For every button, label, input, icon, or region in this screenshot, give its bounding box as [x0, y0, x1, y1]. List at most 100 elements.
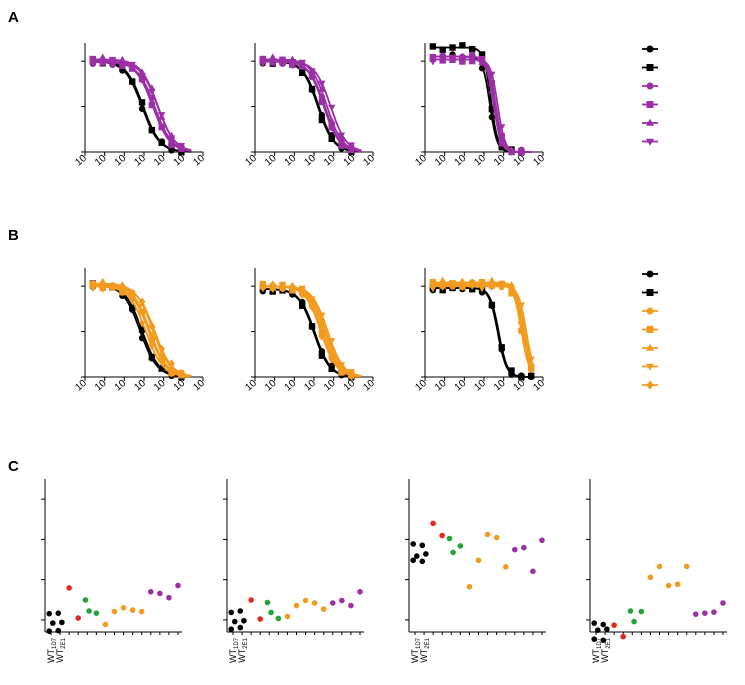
data-point-V455G2E1	[118, 290, 126, 297]
data-point-V455G2E1	[478, 285, 486, 293]
data-point-V445E1D7	[99, 277, 107, 285]
dot-N148S	[147, 588, 154, 595]
data-point-K150R	[328, 123, 335, 130]
x-tick-label: WT2E1	[55, 637, 67, 662]
panel-label-a: A	[8, 9, 19, 26]
dot-K150E	[348, 602, 354, 609]
dot-N440K	[275, 615, 282, 622]
data-point-V455G2E1	[328, 338, 336, 345]
data-point-V445L2E1	[348, 372, 355, 381]
data-point-2E1	[158, 139, 165, 146]
x-tick-base: 10	[73, 153, 89, 169]
x-tick-label: 10	[93, 378, 109, 394]
x-tick-base: 10	[433, 378, 449, 394]
data-point-V445L2E1	[429, 279, 437, 288]
x-tick-label: 10	[283, 378, 299, 394]
dot-WT_2E1	[419, 542, 426, 549]
x-tick-name: WT	[410, 649, 420, 663]
fit-curve-S151P	[90, 60, 192, 152]
dot-K150R	[521, 544, 527, 551]
x-tick-base: 10	[413, 153, 429, 169]
dot-K150E	[711, 609, 717, 615]
dot-R346S	[631, 618, 637, 625]
data-point-S151P	[259, 60, 267, 68]
dot-WT_1D7	[228, 626, 234, 632]
x-tick-name: WT	[600, 648, 610, 662]
x-tick-name: WT	[46, 649, 56, 663]
x-tick-subscript: 2E1	[425, 637, 431, 648]
dot-E484K	[248, 597, 254, 603]
data-point-S151P	[439, 56, 447, 64]
data-point-K150E	[118, 55, 126, 63]
data-point-K150R	[488, 80, 496, 87]
x-tick-label: 10	[263, 153, 279, 169]
data-point-2E1	[148, 126, 156, 134]
dot-WT_2E1	[55, 610, 62, 616]
data-point-V455G2E1	[128, 297, 136, 304]
x-tick-label: 10	[531, 378, 547, 394]
dot-V445E	[484, 531, 491, 538]
data-point-K150E	[328, 117, 336, 124]
data-point-V445L2E1	[158, 344, 166, 354]
x-tick-label: 10	[361, 153, 377, 169]
data-point-WT2E1	[129, 304, 136, 311]
data-point-V455G2E1	[167, 371, 176, 378]
data-point-V445L2E1	[289, 282, 296, 291]
data-point-V455G2E1	[458, 284, 466, 292]
data-point-S151P	[158, 112, 166, 119]
fit-curve-K150E	[430, 58, 532, 153]
x-tick-label: 10	[302, 378, 318, 394]
dot-V445L	[493, 534, 500, 541]
data-point-S151P	[128, 61, 136, 69]
data-point-V445L2E1	[328, 354, 336, 364]
data-point-S151P	[298, 59, 306, 67]
data-point-V445L2E1	[318, 332, 326, 341]
legend-marker-V445L	[646, 380, 654, 390]
x-tick-base: 10	[152, 153, 168, 169]
x-tick-label: 10	[453, 378, 469, 394]
data-point-2E1	[459, 42, 466, 49]
legend-marker-N148S	[646, 82, 654, 90]
legend-a	[642, 45, 658, 146]
data-point-K150E	[488, 87, 496, 94]
x-tick-text: WT2E1	[55, 637, 67, 662]
dot-E484K	[430, 520, 436, 527]
panel-b-subplot-0: 10 10 10 10 10 10 10	[73, 268, 207, 393]
data-point-V445L2E1	[138, 297, 146, 306]
data-point-V445L2E1	[338, 364, 345, 373]
data-point-V445L2E1	[168, 359, 175, 368]
x-tick-label: WT2E1	[419, 637, 431, 662]
data-point-2E1	[308, 85, 316, 93]
dot-WT_1D7	[228, 609, 234, 616]
fit-curve-S151P	[260, 60, 362, 152]
data-point-V445L2E1	[128, 289, 136, 298]
x-tick-label: 10	[152, 153, 168, 169]
data-point-WT2E1	[148, 353, 156, 361]
data-point-K150R	[308, 72, 316, 79]
dot-WT_2E1	[237, 624, 244, 631]
x-tick-label: 10	[263, 378, 279, 394]
data-point-S151P	[448, 54, 457, 61]
x-tick-base: 10	[472, 378, 488, 394]
x-tick-label: 10	[492, 153, 508, 169]
data-point-V445L2E1	[449, 280, 456, 289]
data-point-S151P	[429, 59, 437, 66]
data-point-S151P	[328, 104, 336, 112]
x-tick-subscript: 1D7	[416, 637, 422, 649]
x-tick-base: 10	[322, 153, 338, 169]
dot-V445G	[502, 564, 509, 570]
dot-S151P	[175, 582, 181, 589]
data-point-WT2E1	[518, 373, 525, 381]
data-point-K444T2E1	[138, 308, 146, 316]
dot-R346S	[264, 599, 271, 606]
data-point-WT2E1	[508, 367, 515, 374]
legend-marker-WT	[646, 289, 654, 296]
data-point-WT2E1	[488, 301, 496, 309]
data-point-K444T2E1	[129, 294, 136, 301]
data-point-V445E1D7	[488, 276, 496, 283]
fit-curve-S151P	[430, 58, 532, 153]
dot-WT_1D7	[50, 620, 56, 626]
data-point-K444T2E1	[518, 327, 525, 334]
